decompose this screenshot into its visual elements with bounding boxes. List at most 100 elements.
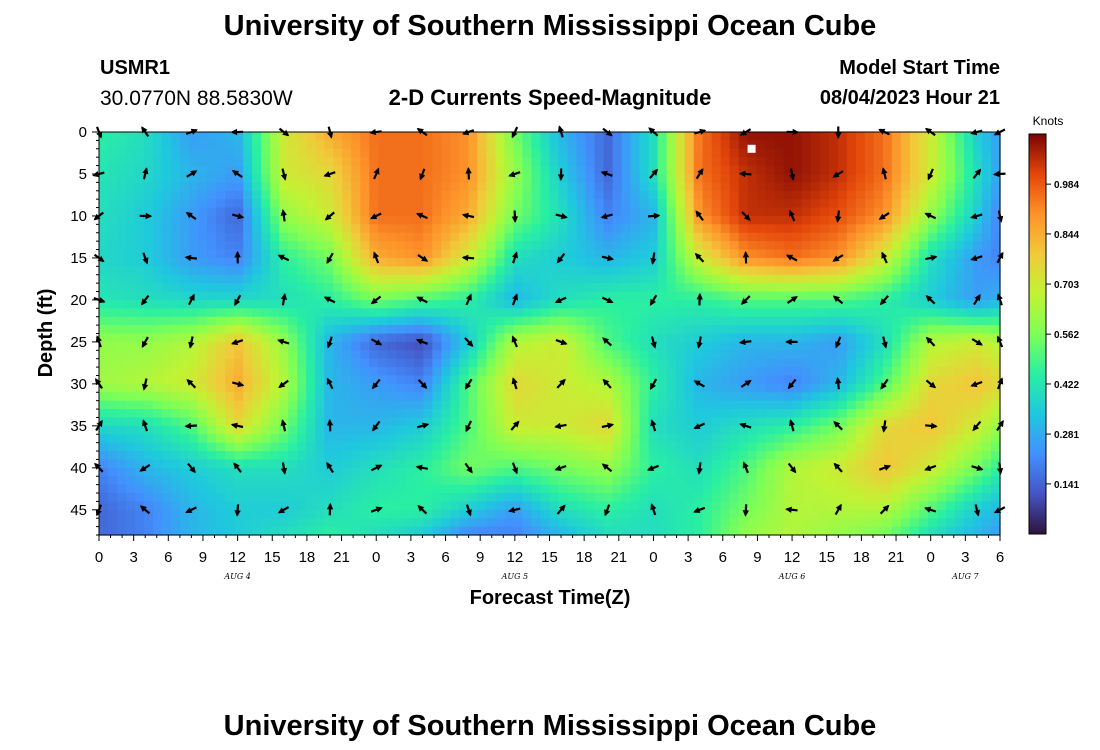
heatmap-cell xyxy=(261,476,271,486)
heatmap-cell xyxy=(738,190,749,200)
current-arrow xyxy=(142,378,149,391)
heatmap-cell xyxy=(405,367,415,377)
heatmap-cell xyxy=(126,383,136,393)
heatmap-cell xyxy=(324,249,334,259)
heatmap-cell xyxy=(513,333,524,343)
heatmap-cell xyxy=(900,526,911,536)
heatmap-cell xyxy=(324,182,334,192)
heatmap-cell xyxy=(603,266,614,276)
heatmap-cell xyxy=(468,283,479,293)
heatmap-cell xyxy=(846,375,857,385)
heatmap-cell xyxy=(729,182,740,192)
heatmap-cell xyxy=(819,350,830,360)
heatmap-cell xyxy=(162,383,172,393)
heatmap-cell xyxy=(351,484,361,494)
current-arrow xyxy=(600,170,613,177)
heatmap-cell xyxy=(693,182,704,192)
heatmap-cell xyxy=(450,266,460,276)
heatmap-cell xyxy=(162,333,172,343)
heatmap-cell xyxy=(630,493,641,503)
heatmap-cell xyxy=(387,526,397,536)
heatmap-cell xyxy=(207,417,217,427)
heatmap-cell xyxy=(819,484,830,494)
heatmap-cell xyxy=(360,199,370,209)
heatmap-cell xyxy=(243,140,253,150)
heatmap-cell xyxy=(333,417,343,427)
heatmap-cell xyxy=(747,257,758,267)
heatmap-cell xyxy=(216,299,226,309)
heatmap-cell xyxy=(531,526,542,536)
heatmap-cell xyxy=(243,333,253,343)
heatmap-cell xyxy=(306,274,316,284)
heatmap-cell xyxy=(126,409,136,419)
heatmap-cell xyxy=(981,425,992,435)
heatmap-cell xyxy=(117,224,127,234)
heatmap-cell xyxy=(702,266,713,276)
heatmap-cell xyxy=(801,367,812,377)
heatmap-cell xyxy=(594,451,605,461)
heatmap-cell xyxy=(360,215,370,225)
heatmap-cell xyxy=(594,308,605,318)
current-arrow xyxy=(372,420,381,432)
heatmap-cell xyxy=(945,249,956,259)
heatmap-cell xyxy=(495,476,506,486)
heatmap-cell xyxy=(801,417,812,427)
heatmap-cell xyxy=(378,358,388,368)
heatmap-cell xyxy=(594,266,605,276)
heatmap-cell xyxy=(342,451,352,461)
model-start-label: Model Start Time xyxy=(839,57,1000,79)
heatmap-cell xyxy=(567,207,578,217)
heatmap-cell xyxy=(945,207,956,217)
heatmap-cell xyxy=(846,400,857,410)
heatmap-cell xyxy=(135,308,145,318)
heatmap-cell xyxy=(207,409,217,419)
heatmap-cell xyxy=(405,190,415,200)
heatmap-cell xyxy=(612,509,623,519)
heatmap-cell xyxy=(954,392,965,402)
heatmap-cell xyxy=(936,207,947,217)
heatmap-cell xyxy=(783,392,794,402)
heatmap-cell xyxy=(729,341,740,351)
heatmap-cell xyxy=(153,148,163,158)
heatmap-cell xyxy=(621,215,632,225)
heatmap-cell xyxy=(378,224,388,234)
heatmap-cell xyxy=(540,140,551,150)
heatmap-cell xyxy=(360,232,370,242)
heatmap-cell xyxy=(189,493,199,503)
heatmap-cell xyxy=(900,299,911,309)
heatmap-cell xyxy=(693,173,704,183)
heatmap-cell xyxy=(666,484,677,494)
heatmap-cell xyxy=(414,232,424,242)
heatmap-cell xyxy=(621,501,632,511)
heatmap-cell xyxy=(468,459,479,469)
heatmap-cell xyxy=(774,493,785,503)
heatmap-cell xyxy=(576,249,587,259)
heatmap-cell xyxy=(666,165,677,175)
heatmap-cell xyxy=(387,350,397,360)
heatmap-cell xyxy=(252,224,262,234)
heatmap-cell xyxy=(972,207,983,217)
heatmap-cell xyxy=(603,182,614,192)
heatmap-cell xyxy=(198,333,208,343)
heatmap-cell xyxy=(99,325,109,335)
heatmap-cell xyxy=(837,165,848,175)
heatmap-cell xyxy=(765,274,776,284)
heatmap-cell xyxy=(144,451,154,461)
heatmap-cell xyxy=(126,157,136,167)
heatmap-cell xyxy=(567,350,578,360)
heatmap-cell xyxy=(234,182,244,192)
heatmap-cell xyxy=(423,425,433,435)
heatmap-cell xyxy=(648,484,659,494)
heatmap-cell xyxy=(612,476,623,486)
heatmap-cell xyxy=(360,249,370,259)
heatmap-cell xyxy=(171,182,181,192)
heatmap-cell xyxy=(558,325,569,335)
heatmap-cell xyxy=(297,417,307,427)
heatmap-cell xyxy=(909,224,920,234)
heatmap-cell xyxy=(324,299,334,309)
heatmap-cell xyxy=(162,232,172,242)
heatmap-cell xyxy=(864,400,875,410)
heatmap-cell xyxy=(864,241,875,251)
heatmap-cell xyxy=(414,409,424,419)
heatmap-cell xyxy=(405,316,415,326)
